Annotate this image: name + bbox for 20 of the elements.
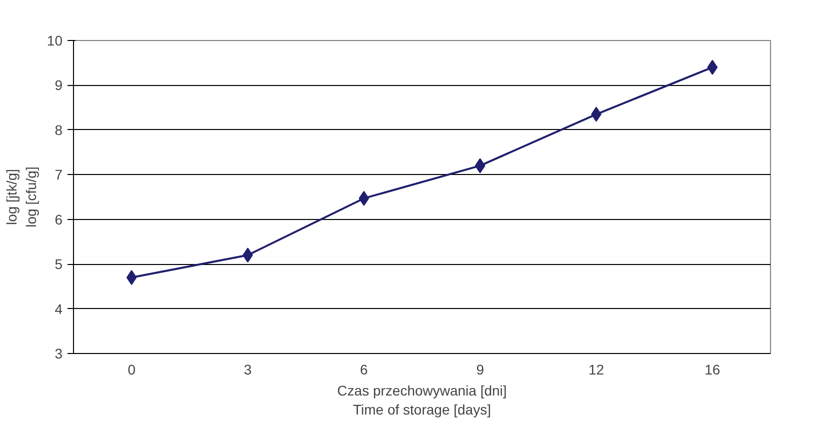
y-tick-label: 3 [54,346,63,362]
point [474,158,486,174]
x-tick-label: 16 [704,362,720,378]
y-tick-label: 4 [54,300,63,317]
point [126,270,137,285]
y-tick-label: 8 [54,122,63,138]
point [707,60,718,75]
y-tick-label: 10 [46,32,63,48]
x-tick-label: 0 [128,362,136,378]
y-axis-title: log [jtk/g] log [cfu/g] [4,166,39,228]
y-tick-label: 6 [54,211,63,228]
x-tick-label: 12 [588,362,604,378]
point [358,190,370,206]
x-tick-label: 3 [244,362,252,378]
y-tick-label: 9 [54,77,63,94]
y-tick-label: 7 [54,166,63,183]
x-tick-label: 9 [476,362,484,378]
x-tick-label: 6 [360,362,368,378]
x-axis-title: Czas przechowywania [dni] Time of storage [days] [337,382,507,418]
y-tick-label: 5 [54,256,63,272]
